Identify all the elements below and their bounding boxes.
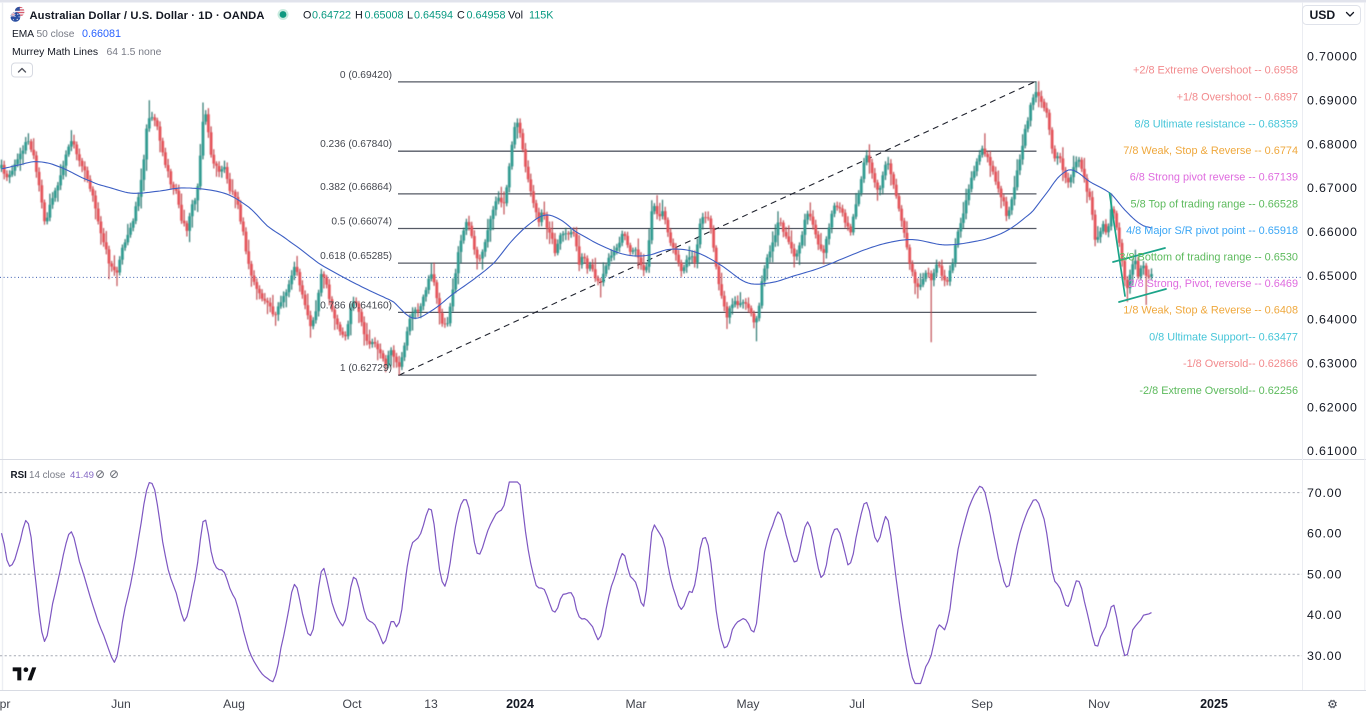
svg-text:Nov: Nov bbox=[1088, 697, 1111, 711]
svg-text:60.00: 60.00 bbox=[1307, 527, 1342, 541]
svg-text:Aug: Aug bbox=[223, 697, 245, 711]
svg-text:USD: USD bbox=[1310, 8, 1336, 22]
svg-text:O: O bbox=[303, 10, 311, 22]
svg-text:Vol: Vol bbox=[508, 10, 523, 22]
svg-text:Oct: Oct bbox=[343, 697, 363, 711]
svg-text:7/8 Weak, Stop & Reverse --: 7/8 Weak, Stop & Reverse -- 0.6774 bbox=[1123, 145, 1298, 157]
svg-text:L: L bbox=[407, 10, 413, 22]
svg-text:2025: 2025 bbox=[1200, 697, 1228, 711]
svg-text:2024: 2024 bbox=[506, 697, 534, 711]
svg-text:Australian Dollar / U.S. Dolla: Australian Dollar / U.S. Dollar · 1D · O… bbox=[30, 10, 265, 22]
svg-text:0.64722: 0.64722 bbox=[312, 10, 351, 22]
svg-text:0.5 (0.66074): 0.5 (0.66074) bbox=[331, 217, 392, 228]
svg-text:0.65008: 0.65008 bbox=[365, 10, 404, 22]
svg-text:0.63000: 0.63000 bbox=[1307, 356, 1358, 370]
svg-text:Murrey Math Lines: Murrey Math Lines bbox=[12, 47, 98, 58]
svg-text:Mar: Mar bbox=[626, 697, 647, 711]
svg-text:0.70000: 0.70000 bbox=[1307, 50, 1358, 64]
svg-text:14 close: 14 close bbox=[29, 470, 66, 481]
svg-text:0.61000: 0.61000 bbox=[1307, 444, 1358, 458]
svg-text:8/8 Ultimate resistance -- 0: 8/8 Ultimate resistance -- 0.68359 bbox=[1135, 119, 1298, 131]
svg-text:0.618 (0.65285): 0.618 (0.65285) bbox=[320, 251, 392, 262]
svg-text:1/8 Weak, Stop & Reverse --: 1/8 Weak, Stop & Reverse -- 0.6408 bbox=[1123, 305, 1298, 317]
svg-text:Jun: Jun bbox=[111, 697, 131, 711]
svg-text:RSI: RSI bbox=[11, 470, 28, 481]
svg-text:-1/8 Oversold-- 0.62866: -1/8 Oversold-- 0.62866 bbox=[1183, 358, 1298, 370]
svg-text:H: H bbox=[355, 10, 363, 22]
svg-text:50.00: 50.00 bbox=[1307, 567, 1342, 581]
svg-text:0.382 (0.66864): 0.382 (0.66864) bbox=[320, 182, 392, 193]
svg-text:3/8 Bottom of trading range --: 3/8 Bottom of trading range -- 0.6530 bbox=[1119, 252, 1298, 264]
svg-text:+2/8 Extreme Overshoot -- 0.: +2/8 Extreme Overshoot -- 0.6958 bbox=[1133, 65, 1298, 77]
svg-text:4/8 Major S/R pivot point --: 4/8 Major S/R pivot point -- 0.65918 bbox=[1126, 225, 1298, 237]
svg-text:+1/8 Overshoot -- 0.6897: +1/8 Overshoot -- 0.6897 bbox=[1177, 92, 1298, 104]
svg-text:70.00: 70.00 bbox=[1307, 486, 1342, 500]
svg-text:0.236 (0.67840): 0.236 (0.67840) bbox=[320, 139, 392, 150]
svg-text:0.64000: 0.64000 bbox=[1307, 313, 1358, 327]
svg-text:64 1.5 none: 64 1.5 none bbox=[107, 47, 162, 58]
svg-text:-2/8 Extreme Oversold-- 0.62: -2/8 Extreme Oversold-- 0.62256 bbox=[1139, 385, 1298, 397]
svg-text:0.62000: 0.62000 bbox=[1307, 400, 1358, 414]
svg-text:13: 13 bbox=[424, 697, 438, 711]
svg-text:May: May bbox=[736, 697, 760, 711]
svg-text:1 (0.62729): 1 (0.62729) bbox=[340, 363, 392, 374]
svg-text:0.64958: 0.64958 bbox=[467, 10, 506, 22]
svg-text:pr: pr bbox=[0, 697, 10, 711]
svg-text:0.67000: 0.67000 bbox=[1307, 181, 1358, 195]
svg-text:6/8 Strong pivot reverse --: 6/8 Strong pivot reverse -- 0.67139 bbox=[1130, 172, 1298, 184]
svg-text:0/8 Ultimate Support-- 0.634: 0/8 Ultimate Support-- 0.63477 bbox=[1149, 332, 1298, 344]
svg-text:0.786 (0.64160): 0.786 (0.64160) bbox=[320, 300, 392, 311]
svg-text:115K: 115K bbox=[529, 10, 554, 22]
svg-text:EMA: EMA bbox=[12, 29, 34, 40]
svg-text:5/8 Top of trading range --: 5/8 Top of trading range -- 0.66528 bbox=[1130, 199, 1298, 211]
svg-text:0.69000: 0.69000 bbox=[1307, 94, 1358, 108]
svg-text:C: C bbox=[457, 10, 465, 22]
svg-text:0.65000: 0.65000 bbox=[1307, 269, 1358, 283]
svg-text:Sep: Sep bbox=[971, 697, 993, 711]
svg-text:0.68000: 0.68000 bbox=[1307, 137, 1358, 151]
svg-text:41.49: 41.49 bbox=[70, 470, 94, 481]
svg-text:50 close: 50 close bbox=[37, 29, 75, 40]
svg-text:0.66081: 0.66081 bbox=[82, 28, 121, 40]
svg-text:30.00: 30.00 bbox=[1307, 649, 1342, 663]
svg-text:0.64594: 0.64594 bbox=[414, 10, 453, 22]
svg-text:0 (0.69420): 0 (0.69420) bbox=[340, 70, 392, 81]
svg-text:40.00: 40.00 bbox=[1307, 608, 1342, 622]
svg-text:Jul: Jul bbox=[849, 697, 865, 711]
svg-text:2/8 Strong, Pivot, reverse --: 2/8 Strong, Pivot, reverse -- 0.6469 bbox=[1129, 278, 1299, 290]
svg-text:0.66000: 0.66000 bbox=[1307, 225, 1358, 239]
